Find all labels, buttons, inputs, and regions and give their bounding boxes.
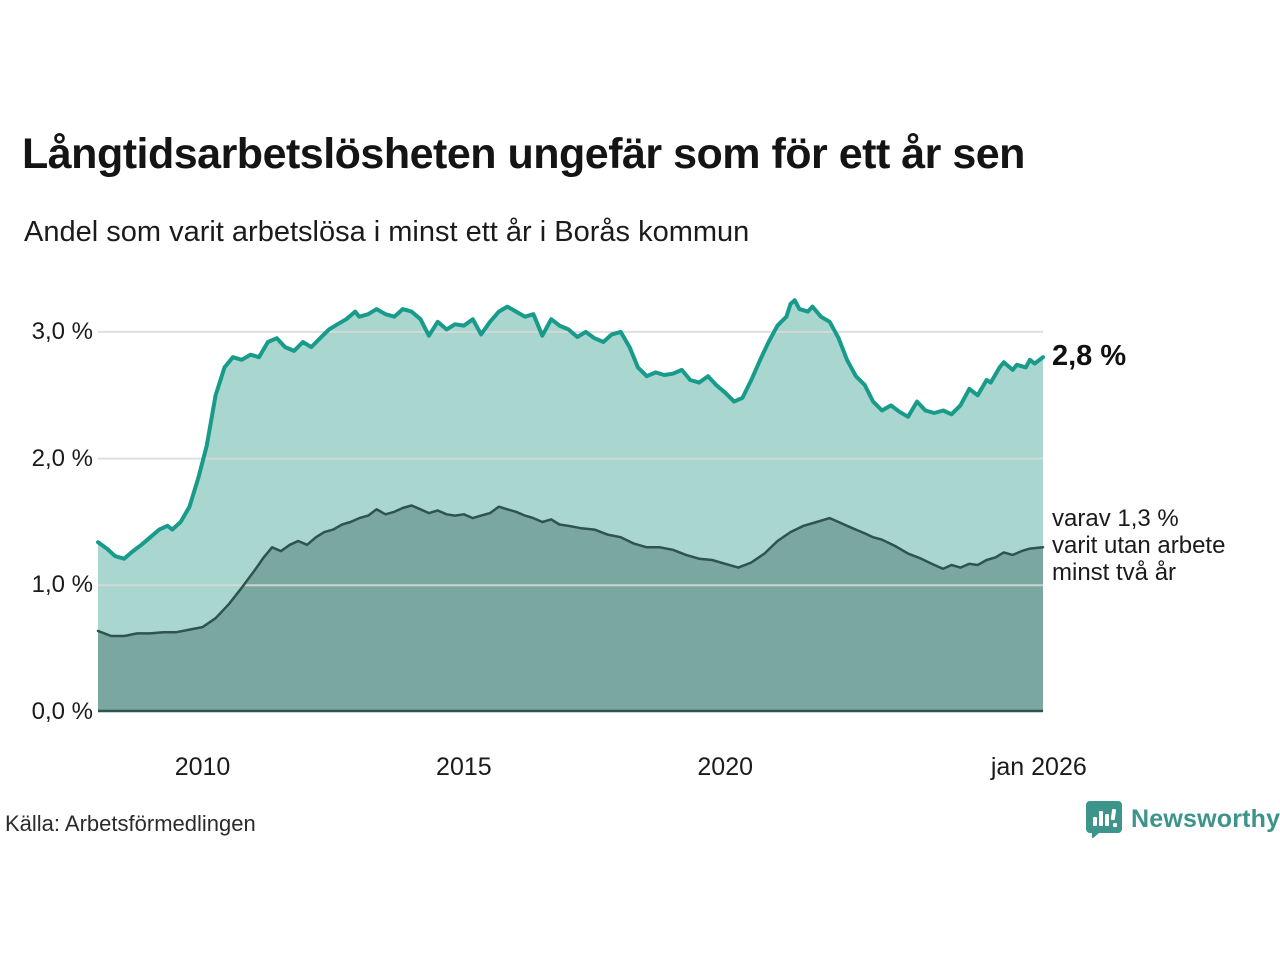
y-tick-label: 0,0 % [31, 698, 93, 725]
page-title: Långtidsarbetslösheten ungefär som för e… [22, 130, 1025, 178]
bar-chart-speech-bubble-icon [1086, 801, 1122, 838]
series-end-value-label: 2,8 % [1052, 340, 1127, 372]
y-tick-label: 1,0 % [31, 571, 93, 599]
chart-subtitle: Andel som varit arbetslösa i minst ett å… [24, 216, 750, 248]
source-attribution: Källa: Arbetsförmedlingen [5, 811, 256, 836]
area-series-2 [98, 505, 1043, 712]
x-tick-label: 2020 [697, 753, 754, 781]
annotation-line-1: varav 1,3 % [1052, 505, 1179, 532]
y-tick-label: 3,0 % [31, 317, 93, 345]
line-series-1 [96, 298, 1045, 561]
annotation-line-2: varit utan arbete [1052, 532, 1226, 559]
newsworthy-brand: Newsworthy [1086, 800, 1280, 838]
series-annotation-label: varav 1,3 % varit utan arbete minst två … [1052, 505, 1225, 586]
x-tick-label: jan 2026 [990, 753, 1087, 781]
x-tick-label: 2010 [174, 753, 231, 781]
x-tick-label: 2015 [436, 753, 492, 781]
annotation-line-3: minst två år [1052, 559, 1177, 586]
brand-name: Newsworthy [1131, 804, 1280, 833]
line-series-2 [96, 504, 1045, 638]
y-tick-label: 2,0 % [31, 444, 93, 472]
